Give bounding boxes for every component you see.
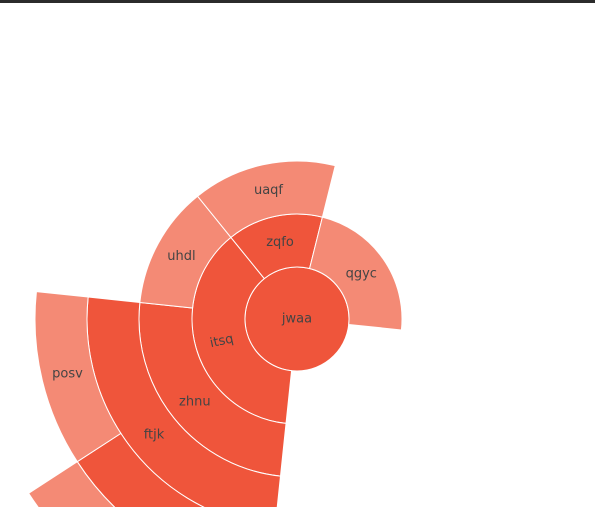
sunburst-label-ftjk: ftjk — [144, 427, 165, 442]
sunburst-segment-uaqf[interactable] — [196, 160, 336, 239]
sunburst-segment-cuog[interactable] — [27, 461, 270, 507]
sunburst-segment-qgyc[interactable] — [308, 216, 403, 331]
sunburst-label-zqfo: zqfo — [266, 235, 294, 250]
sunburst-label-itsq: itsq — [209, 331, 235, 351]
sunburst-label-zhnu: zhnu — [179, 394, 211, 409]
sunburst-segment-posv[interactable] — [34, 291, 122, 463]
sunburst-label-qgyc: qgyc — [346, 267, 377, 282]
sunburst-label-uaqf: uaqf — [254, 183, 283, 198]
top-edge-bar — [0, 0, 595, 3]
sunburst-label-posv: posv — [52, 367, 83, 382]
sunburst-label-uhdl: uhdl — [167, 249, 195, 264]
sunburst-label-jwaa: jwaa — [281, 312, 312, 327]
